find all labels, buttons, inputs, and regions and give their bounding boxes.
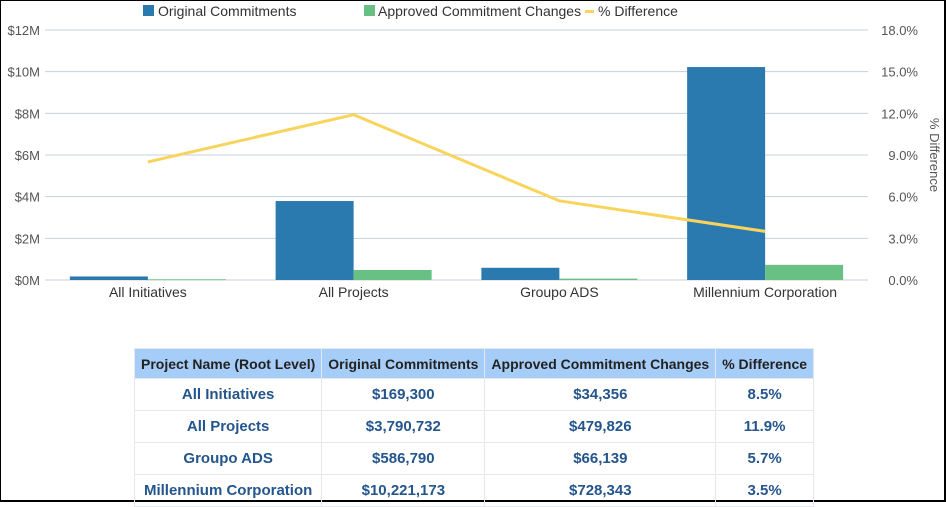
- cell-project-name: Groupo ADS: [135, 443, 322, 475]
- cell-original: $3,790,732: [322, 411, 485, 443]
- table-row: All Projects $3,790,732 $479,826 11.9%: [135, 411, 814, 443]
- right-tick-label: 18.0%: [881, 23, 918, 38]
- bar-approved-changes: [148, 279, 226, 280]
- left-tick-label: $8M: [15, 106, 40, 121]
- left-tick-label: $10M: [7, 65, 40, 80]
- cell-original: $586,790: [322, 443, 485, 475]
- right-tick-label: 0.0%: [888, 273, 918, 288]
- category-labels: All Initiatives All Projects Groupo ADS Mil…: [109, 284, 837, 300]
- legend: Original Commitments Approved Commitment…: [143, 3, 678, 19]
- legend-swatch-original: [143, 5, 154, 16]
- category-label: Millennium Corporation: [693, 284, 837, 300]
- table-header-row: Project Name (Root Level) Original Commi…: [135, 349, 814, 379]
- right-tick-label: 6.0%: [888, 190, 918, 205]
- cell-approved: $34,356: [485, 379, 716, 411]
- legend-swatch-percent: [585, 10, 594, 13]
- table-row: All Initiatives $169,300 $34,356 8.5%: [135, 379, 814, 411]
- left-tick-label: $6M: [15, 148, 40, 163]
- cell-approved: $479,826: [485, 411, 716, 443]
- right-tick-label: 15.0%: [881, 65, 918, 80]
- left-tick-label: $12M: [7, 23, 40, 38]
- cell-approved: $66,139: [485, 443, 716, 475]
- bar-original-commitments: [687, 67, 765, 280]
- cell-original: $169,300: [322, 379, 485, 411]
- header-original-commitments: Original Commitments: [322, 349, 485, 379]
- cell-percent: 5.7%: [716, 443, 814, 475]
- cell-percent: 8.5%: [716, 379, 814, 411]
- bar-approved-changes: [559, 279, 637, 280]
- legend-label-approved[interactable]: Approved Commitment Changes: [378, 3, 581, 19]
- left-tick-label: $0M: [15, 273, 40, 288]
- legend-swatch-approved: [364, 5, 375, 16]
- bar-approved-changes: [765, 265, 843, 280]
- bar-original-commitments: [276, 201, 354, 280]
- left-tick-label: $2M: [15, 231, 40, 246]
- category-label: Groupo ADS: [520, 284, 599, 300]
- cell-percent: 11.9%: [716, 411, 814, 443]
- header-project-name: Project Name (Root Level): [135, 349, 322, 379]
- bars: [70, 67, 843, 280]
- right-axis-ticks: 0.0% 3.0% 6.0% 9.0% 12.0% 15.0% 18.0%: [881, 23, 918, 288]
- legend-label-percent[interactable]: % Difference: [598, 3, 678, 19]
- header-percent-difference: % Difference: [716, 349, 814, 379]
- left-axis-ticks: $0M $2M $4M $6M $8M $10M $12M: [7, 23, 40, 288]
- bar-original-commitments: [70, 276, 148, 280]
- category-label: All Initiatives: [109, 284, 187, 300]
- right-tick-label: 9.0%: [888, 148, 918, 163]
- percent-difference-line: [148, 115, 765, 232]
- header-approved-changes: Approved Commitment Changes: [485, 349, 716, 379]
- cell-project-name: All Initiatives: [135, 379, 322, 411]
- cell-project-name: All Projects: [135, 411, 322, 443]
- table-row: Groupo ADS $586,790 $66,139 5.7%: [135, 443, 814, 475]
- legend-label-original[interactable]: Original Commitments: [158, 3, 296, 19]
- bar-approved-changes: [354, 270, 432, 280]
- right-tick-label: 3.0%: [888, 231, 918, 246]
- combo-chart: $0M $2M $4M $6M $8M $10M $12M 0.0% 3.0% 6.0% 9.0%…: [0, 0, 946, 330]
- summary-table: Project Name (Root Level) Original Commi…: [134, 348, 814, 507]
- right-axis-label: % Difference: [927, 118, 942, 192]
- bar-original-commitments: [481, 268, 559, 280]
- percent-line: [148, 115, 765, 232]
- left-tick-label: $4M: [15, 190, 40, 205]
- category-label: All Projects: [319, 284, 389, 300]
- right-tick-label: 12.0%: [881, 106, 918, 121]
